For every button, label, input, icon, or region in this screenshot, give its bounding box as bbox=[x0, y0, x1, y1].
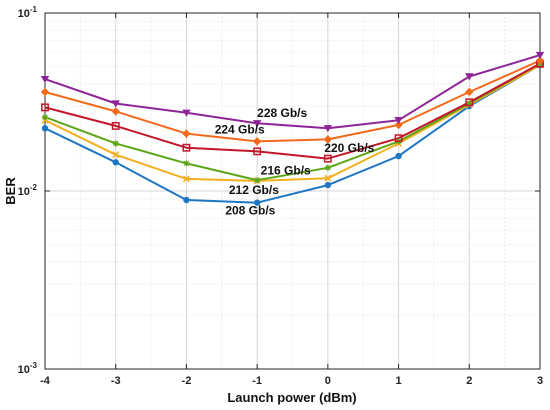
x-tick-label: -2 bbox=[182, 375, 192, 387]
data-point bbox=[253, 199, 261, 206]
y-tick-labels: 10-1 10-2 10-3 bbox=[18, 5, 38, 376]
data-point bbox=[182, 175, 190, 183]
y-tick-label: 10-2 bbox=[18, 183, 38, 198]
series-annotation: 228 Gb/s bbox=[257, 106, 307, 120]
data-point bbox=[535, 51, 545, 60]
data-point bbox=[182, 109, 191, 117]
series-annotation: 212 Gb/s bbox=[229, 183, 279, 197]
x-tick-label: -3 bbox=[111, 375, 121, 387]
x-tick-labels: -4 -3 -2 -1 0 1 2 3 bbox=[40, 375, 543, 387]
data-point bbox=[323, 135, 333, 144]
data-point bbox=[112, 140, 119, 147]
data-point bbox=[323, 125, 333, 133]
series-line-212-gbps bbox=[44, 64, 541, 182]
series-line-216-gbps bbox=[44, 62, 541, 182]
series-lines bbox=[44, 54, 541, 204]
plot-frame bbox=[44, 12, 541, 370]
data-point bbox=[252, 120, 262, 128]
data-point bbox=[182, 129, 191, 138]
data-point bbox=[252, 137, 262, 146]
x-tick-label: 2 bbox=[466, 375, 472, 387]
x-tick-label: -1 bbox=[252, 375, 262, 387]
data-point bbox=[394, 134, 403, 143]
data-point bbox=[466, 100, 473, 107]
series-line-208-gbps bbox=[44, 64, 541, 204]
series-line-228-gbps bbox=[44, 54, 541, 130]
x-axis-label: Launch power (dBm) bbox=[227, 390, 356, 405]
data-point bbox=[111, 100, 120, 108]
data-point bbox=[394, 120, 403, 130]
data-point bbox=[41, 116, 49, 124]
data-point bbox=[183, 160, 190, 167]
x-tick-label: 1 bbox=[396, 375, 402, 387]
y-axis-label: BER bbox=[3, 177, 18, 205]
data-point bbox=[324, 164, 331, 171]
series-markers bbox=[40, 51, 545, 206]
data-point bbox=[111, 121, 120, 130]
data-point bbox=[253, 147, 262, 156]
series-line-224-gbps bbox=[44, 59, 541, 143]
data-point bbox=[395, 152, 402, 160]
x-tick-label: 3 bbox=[537, 375, 543, 387]
data-point bbox=[112, 151, 120, 159]
x-tick-label: 0 bbox=[325, 375, 331, 387]
x-tick-label: -4 bbox=[40, 375, 51, 387]
series-annotation: 216 Gb/s bbox=[261, 163, 311, 177]
data-point bbox=[324, 174, 332, 182]
series-annotation: 220 Gb/s bbox=[324, 141, 374, 155]
data-point bbox=[465, 98, 474, 107]
y-tick-label: 10-1 bbox=[18, 5, 38, 20]
data-point bbox=[40, 87, 50, 97]
data-point bbox=[182, 143, 191, 152]
data-point bbox=[465, 73, 474, 81]
data-point bbox=[394, 116, 403, 125]
data-point bbox=[183, 196, 190, 204]
data-point bbox=[42, 114, 48, 121]
series-annotation: 224 Gb/s bbox=[215, 122, 265, 136]
data-point bbox=[324, 181, 332, 189]
data-point bbox=[41, 125, 49, 132]
data-point bbox=[112, 159, 119, 166]
data-point bbox=[40, 75, 50, 84]
data-point bbox=[254, 177, 261, 184]
series-line-220-gbps bbox=[44, 62, 541, 160]
data-point bbox=[465, 87, 474, 97]
data-point bbox=[323, 154, 332, 163]
series-annotation: 208 Gb/s bbox=[225, 203, 275, 217]
data-point bbox=[41, 103, 49, 112]
data-point bbox=[111, 107, 120, 116]
data-point bbox=[535, 56, 545, 65]
y-tick-label: 10-3 bbox=[18, 361, 38, 376]
series-annotations: 208 Gb/s 212 Gb/s 216 Gb/s 220 Gb/s 224 Gb/s… bbox=[215, 106, 375, 217]
